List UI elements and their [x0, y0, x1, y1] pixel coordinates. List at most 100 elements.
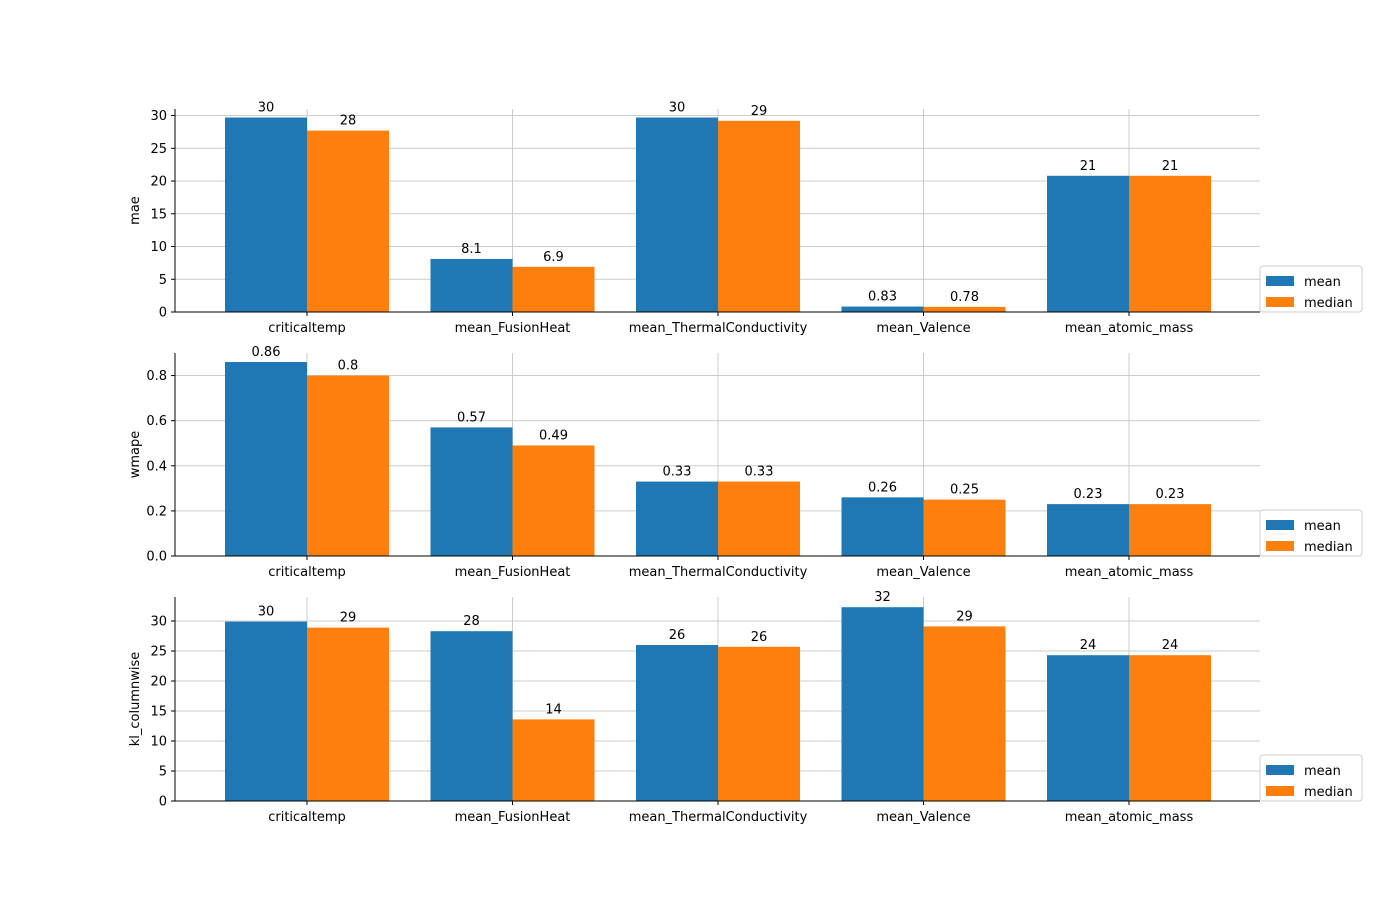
y-tick-label: 15 [150, 207, 167, 222]
legend-label-mean: mean [1304, 275, 1341, 290]
y-tick-label: 0.4 [146, 459, 167, 474]
bar-median [718, 481, 800, 556]
subplot-1: 30 8.1 30 0.83 21 28 6.9 29 0.78 21 0 5 10 15 20 25 30 cr… [128, 101, 1363, 336]
bar-mean [225, 621, 307, 801]
x-tick-label: criticaltemp [268, 810, 346, 825]
legend: mean median [1259, 509, 1363, 557]
y-tick-label: 30 [150, 615, 167, 630]
bar-median [1129, 504, 1211, 556]
y-tick-label: 15 [150, 705, 167, 720]
bar-value-label: 29 [956, 609, 973, 624]
y-tick-label: 5 [159, 273, 167, 288]
bar-mean [430, 427, 513, 556]
bar-value-label: 26 [669, 628, 686, 643]
y-tick-label: 10 [150, 240, 167, 255]
bar-value-label: 0.23 [1156, 487, 1185, 502]
legend-label-mean: mean [1304, 519, 1341, 534]
y-tick-label: 0 [159, 795, 167, 810]
x-tick-label: mean_atomic_mass [1065, 565, 1194, 580]
y-axis-label: mae [128, 196, 143, 225]
x-tick-label: mean_Valence [876, 810, 970, 825]
bar-value-label: 0.25 [950, 483, 979, 498]
bar-mean [225, 362, 307, 556]
legend-label-median: median [1304, 540, 1353, 555]
bar-value-label: 0.49 [539, 428, 568, 443]
bar-median [718, 646, 800, 801]
bar-value-label: 21 [1162, 159, 1179, 174]
series-mean: 30 8.1 30 0.83 21 [225, 101, 1129, 312]
x-tick-label: mean_FusionHeat [455, 810, 571, 825]
bar-median [923, 499, 1006, 556]
series-median: 28 6.9 29 0.78 21 [307, 104, 1211, 312]
series-median: 0.8 0.49 0.33 0.25 0.23 [307, 359, 1211, 556]
legend-swatch-mean [1266, 276, 1294, 286]
bar-mean [636, 645, 718, 801]
x-tick-label: mean_Valence [876, 565, 970, 580]
bar-value-label: 0.23 [1074, 487, 1103, 502]
bar-value-label: 28 [340, 114, 357, 129]
y-tick-label: 5 [159, 765, 167, 780]
bar-value-label: 21 [1080, 159, 1097, 174]
bar-value-label: 32 [874, 590, 891, 605]
legend: mean median [1259, 754, 1363, 802]
bar-value-label: 24 [1162, 638, 1179, 653]
bar-median [307, 375, 389, 556]
bar-mean [1047, 655, 1129, 801]
bar-mean [841, 497, 924, 556]
y-tick-label: 25 [150, 142, 167, 157]
legend-label-median: median [1304, 785, 1353, 800]
bar-mean [841, 607, 924, 801]
bar-median [307, 627, 389, 801]
bar-median [1129, 655, 1211, 801]
bar-mean [225, 117, 307, 312]
bar-value-label: 30 [669, 101, 686, 116]
x-tick-label: mean_atomic_mass [1065, 810, 1194, 825]
series-mean: 30 28 26 32 24 [225, 590, 1129, 801]
bar-median [307, 130, 389, 312]
legend-label-median: median [1304, 296, 1353, 311]
bar-median [512, 266, 595, 312]
legend-swatch-mean [1266, 520, 1294, 530]
bar-value-label: 30 [258, 101, 275, 116]
y-tick-label: 0.6 [146, 414, 167, 429]
x-tick-label: criticaltemp [268, 565, 346, 580]
y-axis-label: kl_columnwise [128, 652, 143, 747]
series-median: 29 14 26 29 24 [307, 609, 1211, 801]
bar-value-label: 0.57 [457, 410, 486, 425]
x-tick-label: criticaltemp [268, 321, 346, 336]
legend-label-mean: mean [1304, 764, 1341, 779]
x-tick-label: mean_FusionHeat [455, 565, 571, 580]
bar-value-label: 24 [1080, 638, 1097, 653]
bar-value-label: 0.78 [950, 290, 979, 305]
bar-value-label: 29 [340, 611, 357, 626]
legend-swatch-mean [1266, 765, 1294, 775]
bar-value-label: 30 [258, 605, 275, 620]
legend-swatch-median [1266, 297, 1294, 307]
legend: mean median [1259, 265, 1363, 313]
bar-value-label: 0.8 [338, 359, 359, 374]
legend-swatch-median [1266, 786, 1294, 796]
x-tick-label: mean_ThermalConductivity [629, 321, 808, 336]
x-tick-label: mean_Valence [876, 321, 970, 336]
bar-mean [636, 117, 718, 312]
bar-median [718, 120, 800, 312]
bar-value-label: 8.1 [461, 242, 482, 257]
bar-mean [1047, 175, 1129, 312]
y-tick-label: 0.0 [146, 550, 167, 565]
bar-value-label: 0.83 [868, 290, 897, 305]
bar-median [512, 445, 595, 556]
bar-mean [430, 258, 513, 312]
x-tick-label: mean_atomic_mass [1065, 321, 1194, 336]
bar-value-label: 0.86 [252, 345, 281, 360]
x-tick-label: mean_FusionHeat [455, 321, 571, 336]
bar-median [923, 306, 1006, 312]
bar-median [512, 719, 595, 801]
y-tick-label: 0.2 [146, 504, 167, 519]
bar-value-label: 26 [751, 630, 768, 645]
bar-value-label: 14 [545, 702, 562, 717]
bar-value-label: 0.33 [745, 465, 774, 480]
bar-median [923, 626, 1006, 801]
subplot-3: 30 28 26 32 24 29 14 26 29 24 0 5 10 15 20 25 30 critical… [128, 590, 1363, 825]
y-tick-label: 20 [150, 175, 167, 190]
y-tick-label: 20 [150, 675, 167, 690]
